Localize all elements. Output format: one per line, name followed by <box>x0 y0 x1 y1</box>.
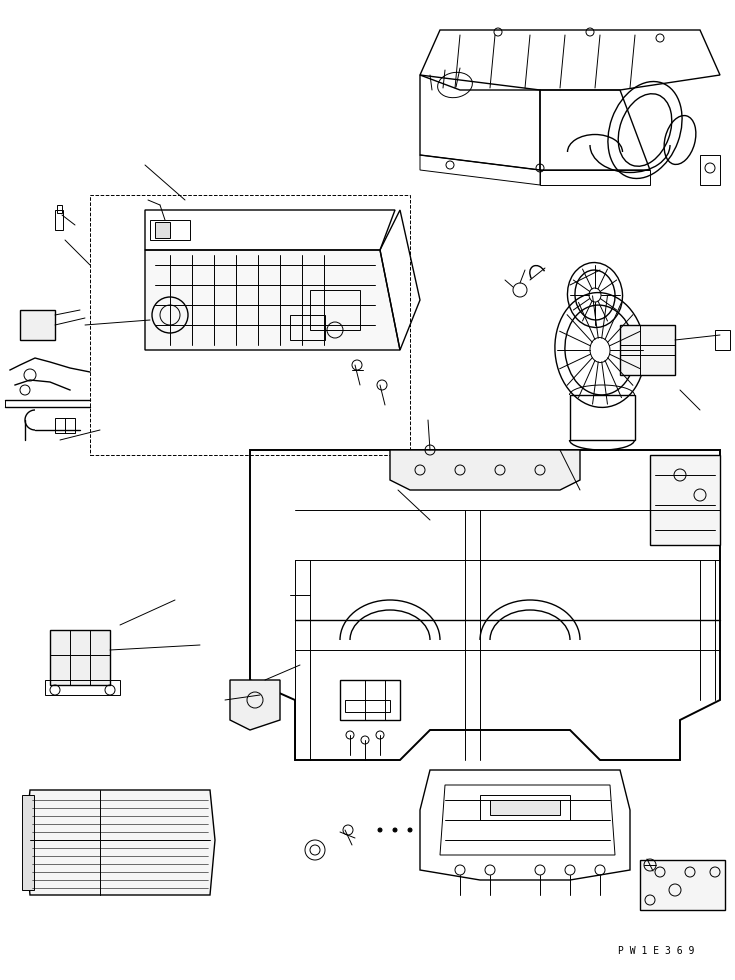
Polygon shape <box>145 250 400 350</box>
Bar <box>700 155 720 185</box>
Circle shape <box>393 828 397 832</box>
Bar <box>22 795 34 890</box>
Polygon shape <box>390 450 580 490</box>
Polygon shape <box>20 310 55 340</box>
Bar <box>57 205 62 213</box>
Polygon shape <box>640 860 725 910</box>
Polygon shape <box>650 455 720 545</box>
Bar <box>55 418 75 433</box>
Text: P W 1 E 3 6 9: P W 1 E 3 6 9 <box>618 947 695 956</box>
Bar <box>45 680 120 695</box>
Bar <box>310 290 360 330</box>
Circle shape <box>408 828 412 832</box>
Polygon shape <box>25 790 215 895</box>
Bar <box>155 222 170 238</box>
Bar <box>715 330 730 350</box>
Bar <box>290 315 325 340</box>
Circle shape <box>378 828 382 832</box>
Bar <box>480 795 570 820</box>
Bar <box>90 195 410 455</box>
Polygon shape <box>230 680 280 730</box>
Bar <box>345 700 390 712</box>
Bar <box>620 325 675 375</box>
Polygon shape <box>50 630 110 685</box>
Bar <box>150 220 190 240</box>
Bar <box>55 210 63 230</box>
Bar <box>490 800 560 815</box>
